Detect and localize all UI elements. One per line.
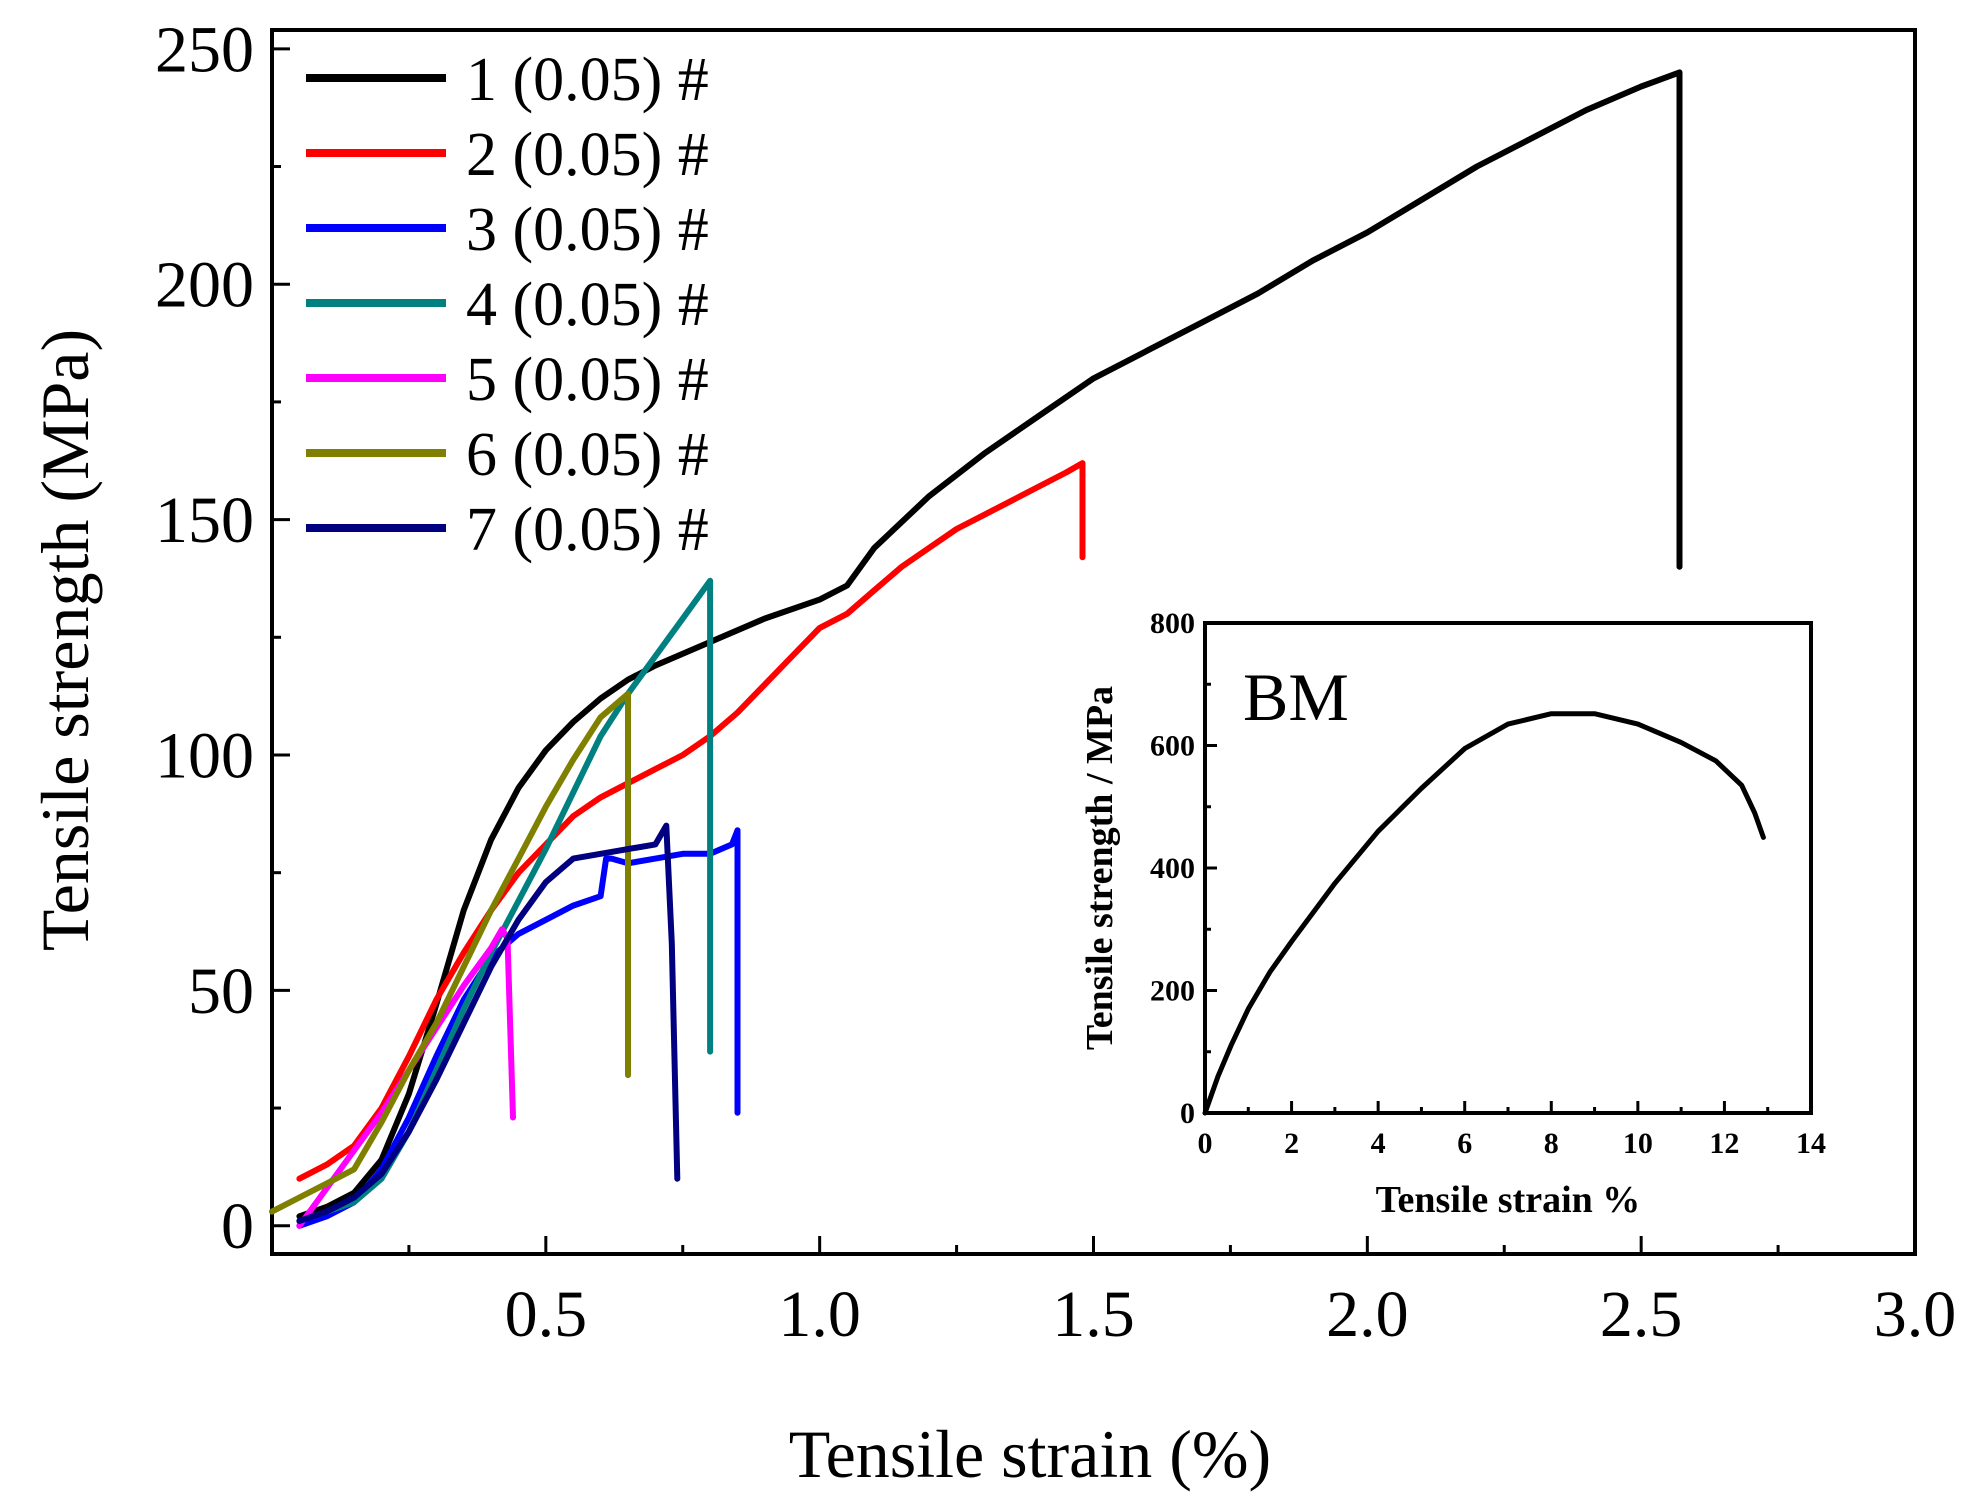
inset-title: BM	[1243, 659, 1349, 735]
inset-x-tick-label: 12	[1709, 1127, 1739, 1160]
main-x-tick-label: 1.0	[778, 1278, 861, 1351]
legend-label-5: 5 (0.05) #	[466, 346, 709, 414]
inset-x-tick-label: 8	[1544, 1127, 1559, 1160]
inset-series-group	[1202, 711, 1766, 1116]
inset-x-tick-label: 0	[1198, 1127, 1213, 1160]
main-series-group	[269, 69, 1683, 1229]
inset-x-ticks: 0 2 4 6 8 10 12 14	[1198, 1101, 1826, 1160]
main-x-tick-label: 2.5	[1600, 1278, 1683, 1351]
inset-x-tick-label: 10	[1623, 1127, 1653, 1160]
main-x-tick-label: 2.0	[1326, 1278, 1409, 1351]
legend-label-7: 7 (0.05) #	[466, 496, 709, 564]
main-y-tick-label: 200	[155, 249, 254, 322]
main-series-line-3	[296, 827, 741, 1229]
main-series-line-7	[296, 822, 681, 1224]
main-y-tick-label: 50	[188, 955, 254, 1028]
main-series-line-4	[296, 577, 714, 1224]
inset-x-tick-label: 2	[1284, 1127, 1299, 1160]
main-x-ticks: 0.5 1.0 1.5 2.0 2.5 3.0	[407, 1236, 1957, 1351]
inset-x-axis-label: Tensile strain %	[1376, 1179, 1641, 1221]
inset-series-line-1	[1202, 711, 1766, 1116]
legend-label-2: 2 (0.05) #	[466, 121, 709, 189]
legend: 1 (0.05) # 2 (0.05) # 3 (0.05) # 4 (0.05) #…	[306, 46, 709, 564]
inset-plot: 0 2 4 6 8 10 12 14 0 200 400 600 800 BM Tensile str…	[1079, 607, 1826, 1221]
legend-label-1: 1 (0.05) #	[466, 46, 709, 114]
inset-x-tick-label: 14	[1796, 1127, 1826, 1160]
main-x-tick-label: 3.0	[1874, 1278, 1957, 1351]
inset-y-tick-label: 0	[1180, 1097, 1195, 1130]
main-x-tick-label: 0.5	[505, 1278, 588, 1351]
inset-x-tick-label: 4	[1371, 1127, 1386, 1160]
legend-label-4: 4 (0.05) #	[466, 271, 709, 339]
inset-y-tick-label: 200	[1150, 975, 1195, 1008]
legend-label-3: 3 (0.05) #	[466, 196, 709, 264]
main-y-tick-label: 150	[155, 484, 254, 557]
main-series-line-6	[269, 690, 631, 1215]
inset-y-tick-label: 800	[1150, 607, 1195, 640]
inset-x-tick-label: 6	[1457, 1127, 1472, 1160]
main-x-axis-label: Tensile strain (%)	[789, 1416, 1271, 1492]
main-y-axis-label: Tensile strength (MPa)	[27, 329, 103, 951]
main-y-tick-label: 250	[155, 13, 254, 86]
main-y-tick-label: 100	[155, 719, 254, 792]
inset-background	[1205, 623, 1811, 1113]
main-y-ticks: 0 50 100 150 200 250	[155, 13, 290, 1263]
main-y-tick-label: 0	[221, 1190, 254, 1263]
legend-label-6: 6 (0.05) #	[466, 421, 709, 489]
inset-y-ticks: 0 200 400 600 800	[1150, 607, 1217, 1130]
inset-y-tick-label: 400	[1150, 852, 1195, 885]
inset-y-tick-label: 600	[1150, 730, 1195, 763]
main-series-line-1	[296, 69, 1683, 1220]
inset-y-axis-label: Tensile strength / MPa	[1079, 686, 1121, 1050]
main-x-tick-label: 1.5	[1052, 1278, 1135, 1351]
